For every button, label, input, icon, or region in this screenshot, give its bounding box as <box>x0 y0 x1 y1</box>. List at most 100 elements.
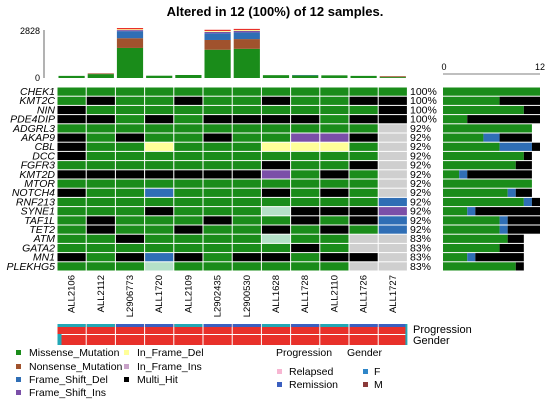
tmb-bar-segment <box>116 30 144 32</box>
mutation-cell <box>378 115 407 124</box>
mutation-cell <box>203 161 232 170</box>
progression-cell-accent <box>320 324 349 327</box>
frequency-bar-segment <box>443 151 524 161</box>
mutation-cell <box>349 262 378 271</box>
fs_del-legend-label: Frame_Shift_Del <box>29 374 108 386</box>
progression-swatch <box>277 382 282 387</box>
mutation-cell <box>232 234 261 243</box>
mutation-cell <box>320 133 349 142</box>
mutation-cell <box>232 151 261 161</box>
mutation-cell <box>145 87 174 96</box>
mutation-cell <box>320 234 349 243</box>
tmb-bar-segment <box>233 30 260 31</box>
frequency-bar-segment <box>443 87 540 96</box>
mutation-cell <box>174 188 203 197</box>
percent-labels: 100%100%100%100%92%92%92%92%92%92%92%92%… <box>410 86 437 273</box>
mutation-cell <box>86 234 115 243</box>
mutation-cell <box>86 188 115 197</box>
mutation-cell <box>261 179 291 188</box>
mutation-cell <box>115 225 145 234</box>
mutation-cell <box>203 197 232 207</box>
gender-cell <box>145 335 174 345</box>
mutation-cell <box>320 179 349 188</box>
mutation-cell <box>261 151 291 161</box>
progression-cell <box>232 324 261 334</box>
mutation-cell <box>115 161 145 170</box>
mutation-cell <box>232 188 261 197</box>
mutation-cell <box>378 225 407 234</box>
mutation-cell <box>145 161 174 170</box>
mutation-cell <box>320 188 349 197</box>
gender-cell <box>57 335 86 345</box>
frequency-bar-segment <box>499 96 540 105</box>
tmb-bar-segment <box>87 73 114 75</box>
mutation-cell <box>261 234 291 243</box>
tmb-bar-segment <box>292 75 319 78</box>
progression-cell-accent <box>174 324 203 327</box>
mutation-cell <box>203 216 232 225</box>
mutation-cell <box>115 188 145 197</box>
mutation-cell <box>378 207 407 216</box>
gene-label: NIN <box>37 104 56 116</box>
frequency-bar-segment <box>443 216 500 225</box>
percent-label: 83% <box>410 252 431 264</box>
sample-label: ALL2110 <box>329 275 340 312</box>
tmb-bar-segment <box>262 75 290 78</box>
mutation-cell <box>378 87 407 96</box>
progression-cell-accent <box>378 324 407 327</box>
mutation-cell <box>145 142 174 151</box>
right-axis-min: 0 <box>441 62 446 72</box>
mutation-cell <box>320 115 349 124</box>
progression-cell <box>378 324 407 334</box>
gender-cell <box>261 335 291 345</box>
mutation-cell <box>291 207 320 216</box>
mutation-cell <box>378 262 407 271</box>
tmb-bar-segment <box>116 29 144 31</box>
frequency-bar-segment <box>443 188 508 197</box>
mutation-cell <box>261 133 291 142</box>
mutation-cell <box>86 151 115 161</box>
sample-label: ALL2112 <box>96 275 107 312</box>
mutation-cell <box>232 170 261 179</box>
right-axis-max: 12 <box>535 62 545 72</box>
legend: Missense_MutationNonsense_MutationFrame_… <box>16 347 383 399</box>
gender-legend-label: M <box>374 379 383 391</box>
mutation-cell <box>291 243 320 253</box>
progression-cell <box>57 324 86 334</box>
tmb-bar-segment <box>175 74 202 78</box>
frequency-bar-segment <box>499 243 524 253</box>
mutation-cell <box>232 96 261 105</box>
percent-label: 92% <box>410 150 431 162</box>
mutation-cell <box>57 170 86 179</box>
sample-label: ALL1728 <box>300 275 311 313</box>
mutation-cell <box>349 243 378 253</box>
mutation-cell <box>349 188 378 197</box>
mutation-cell <box>174 96 203 105</box>
mutation-cell <box>145 124 174 133</box>
progression-cell <box>115 324 145 334</box>
frequency-bar-segment <box>475 207 540 216</box>
frequency-bar-segment <box>443 179 532 188</box>
mutation-cell <box>174 161 203 170</box>
mutation-cell <box>291 225 320 234</box>
progression-swatch <box>277 369 282 374</box>
percent-label: 92% <box>410 196 431 208</box>
gene-label: KMT2D <box>19 169 55 181</box>
tmb-bar-segment <box>87 74 114 78</box>
mutation-cell <box>174 262 203 271</box>
mutation-cell <box>174 105 203 115</box>
frequency-bar-segment <box>443 161 516 170</box>
gene-label: FGFR3 <box>21 160 56 172</box>
mutation-cell <box>232 179 261 188</box>
percent-label: 92% <box>410 141 431 153</box>
mutation-cell <box>203 179 232 188</box>
sample-label: ALL1628 <box>271 275 282 313</box>
frequency-bar-segment <box>443 170 460 179</box>
mutation-cell <box>57 161 86 170</box>
progression-legend-label: Remission <box>289 379 338 391</box>
mutation-cell <box>232 87 261 96</box>
gene-label: ADGRL3 <box>12 123 55 135</box>
mutation-cell <box>115 197 145 207</box>
mutation-cell <box>349 234 378 243</box>
mutation-cell <box>203 142 232 151</box>
